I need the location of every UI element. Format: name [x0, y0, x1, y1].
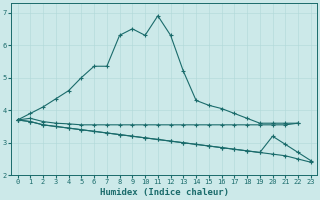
X-axis label: Humidex (Indice chaleur): Humidex (Indice chaleur)	[100, 188, 229, 197]
